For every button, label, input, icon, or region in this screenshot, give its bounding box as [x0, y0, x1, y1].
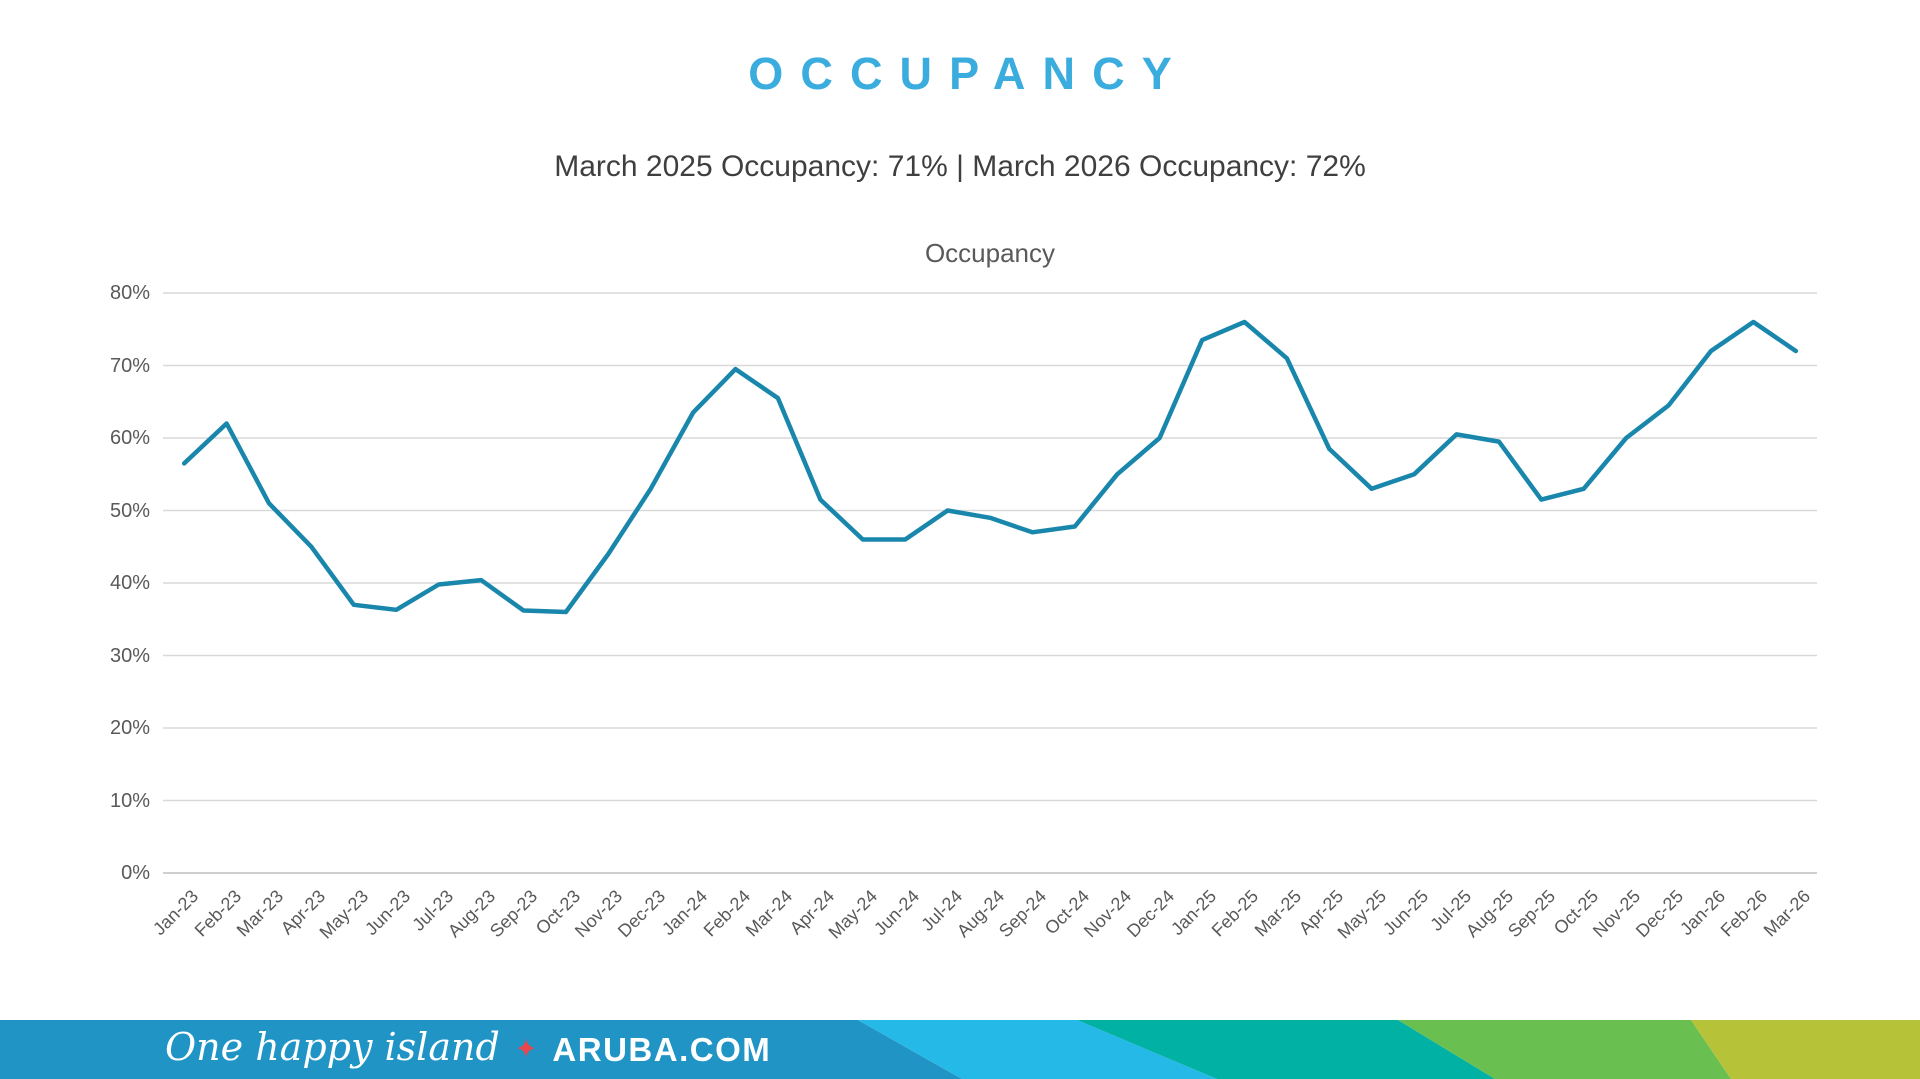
aruba-brand: One happy island ✦ ARUBA.COM	[165, 1020, 771, 1079]
footer-banner: One happy island ✦ ARUBA.COM	[0, 1020, 1920, 1079]
tagline-script: One happy island	[165, 1024, 500, 1069]
footer-band	[1398, 1020, 1731, 1079]
y-axis-label: 10%	[109, 789, 150, 812]
star-icon: ✦	[514, 1034, 538, 1064]
y-axis-label: 80%	[109, 282, 150, 304]
y-axis-label: 70%	[109, 354, 150, 377]
y-axis-label: 30%	[109, 644, 150, 667]
footer-color-bands	[0, 1020, 1920, 1079]
y-axis-label: 40%	[109, 572, 150, 594]
footer-band	[1077, 1020, 1495, 1079]
y-axis-label: 0%	[121, 862, 150, 884]
occupancy-series-line	[181, 319, 1799, 615]
y-axis-label: 60%	[109, 427, 150, 449]
page-title: OCCUPANCY	[748, 48, 1189, 99]
aruba-com-label: ARUBA.COM	[552, 1031, 772, 1068]
footer-band	[0, 1020, 962, 1079]
chart-title: Occupancy	[924, 238, 1056, 268]
y-axis-label: 50%	[109, 499, 150, 522]
footer-band	[858, 1020, 1217, 1079]
footer-band	[1691, 1020, 1920, 1079]
y-axis-label: 20%	[109, 717, 150, 739]
subtitle: March 2025 Occupancy: 71% | March 2026 O…	[554, 150, 1366, 183]
